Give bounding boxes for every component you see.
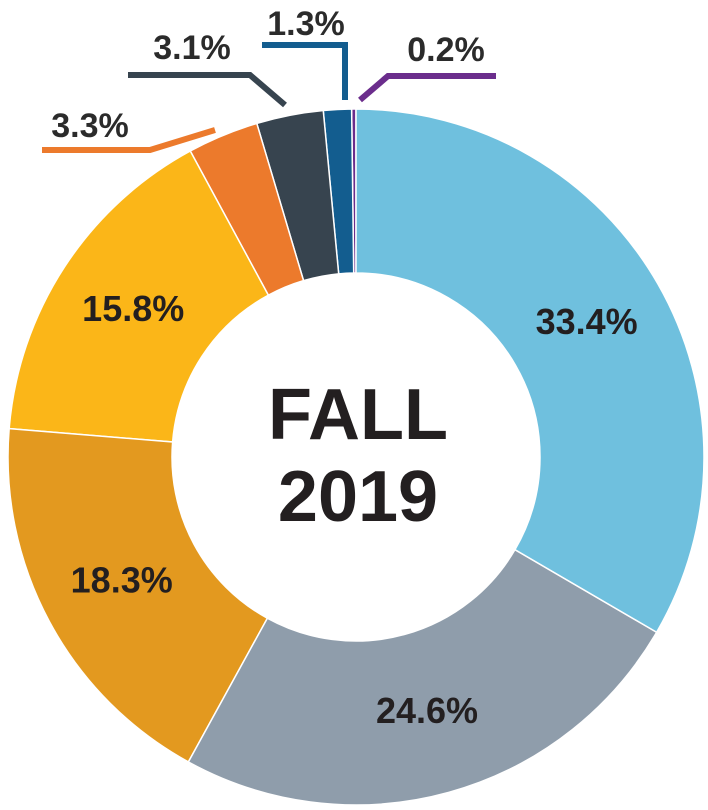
- data-label: 24.6%: [376, 690, 478, 731]
- data-label: 33.4%: [536, 301, 638, 342]
- data-label: 0.2%: [407, 31, 485, 69]
- donut-slice: [187, 548, 658, 806]
- leader-line: [128, 72, 287, 108]
- data-label: 3.3%: [51, 107, 129, 145]
- center-text: 2019: [278, 457, 438, 537]
- donut-slice: [255, 109, 340, 282]
- donut-slice: [8, 149, 270, 443]
- data-label: 1.3%: [267, 5, 345, 43]
- data-label: 3.1%: [153, 29, 231, 67]
- center-text: FALL: [268, 375, 448, 455]
- donut-slice: [355, 108, 705, 634]
- data-label: 18.3%: [71, 559, 173, 600]
- donut-slice: [189, 122, 305, 297]
- leader-line: [358, 73, 496, 103]
- donut-slice: [322, 108, 355, 275]
- leader-line: [262, 42, 348, 100]
- leader-line: [42, 127, 216, 153]
- donut-slice: [7, 427, 269, 763]
- data-label: 15.8%: [82, 288, 184, 329]
